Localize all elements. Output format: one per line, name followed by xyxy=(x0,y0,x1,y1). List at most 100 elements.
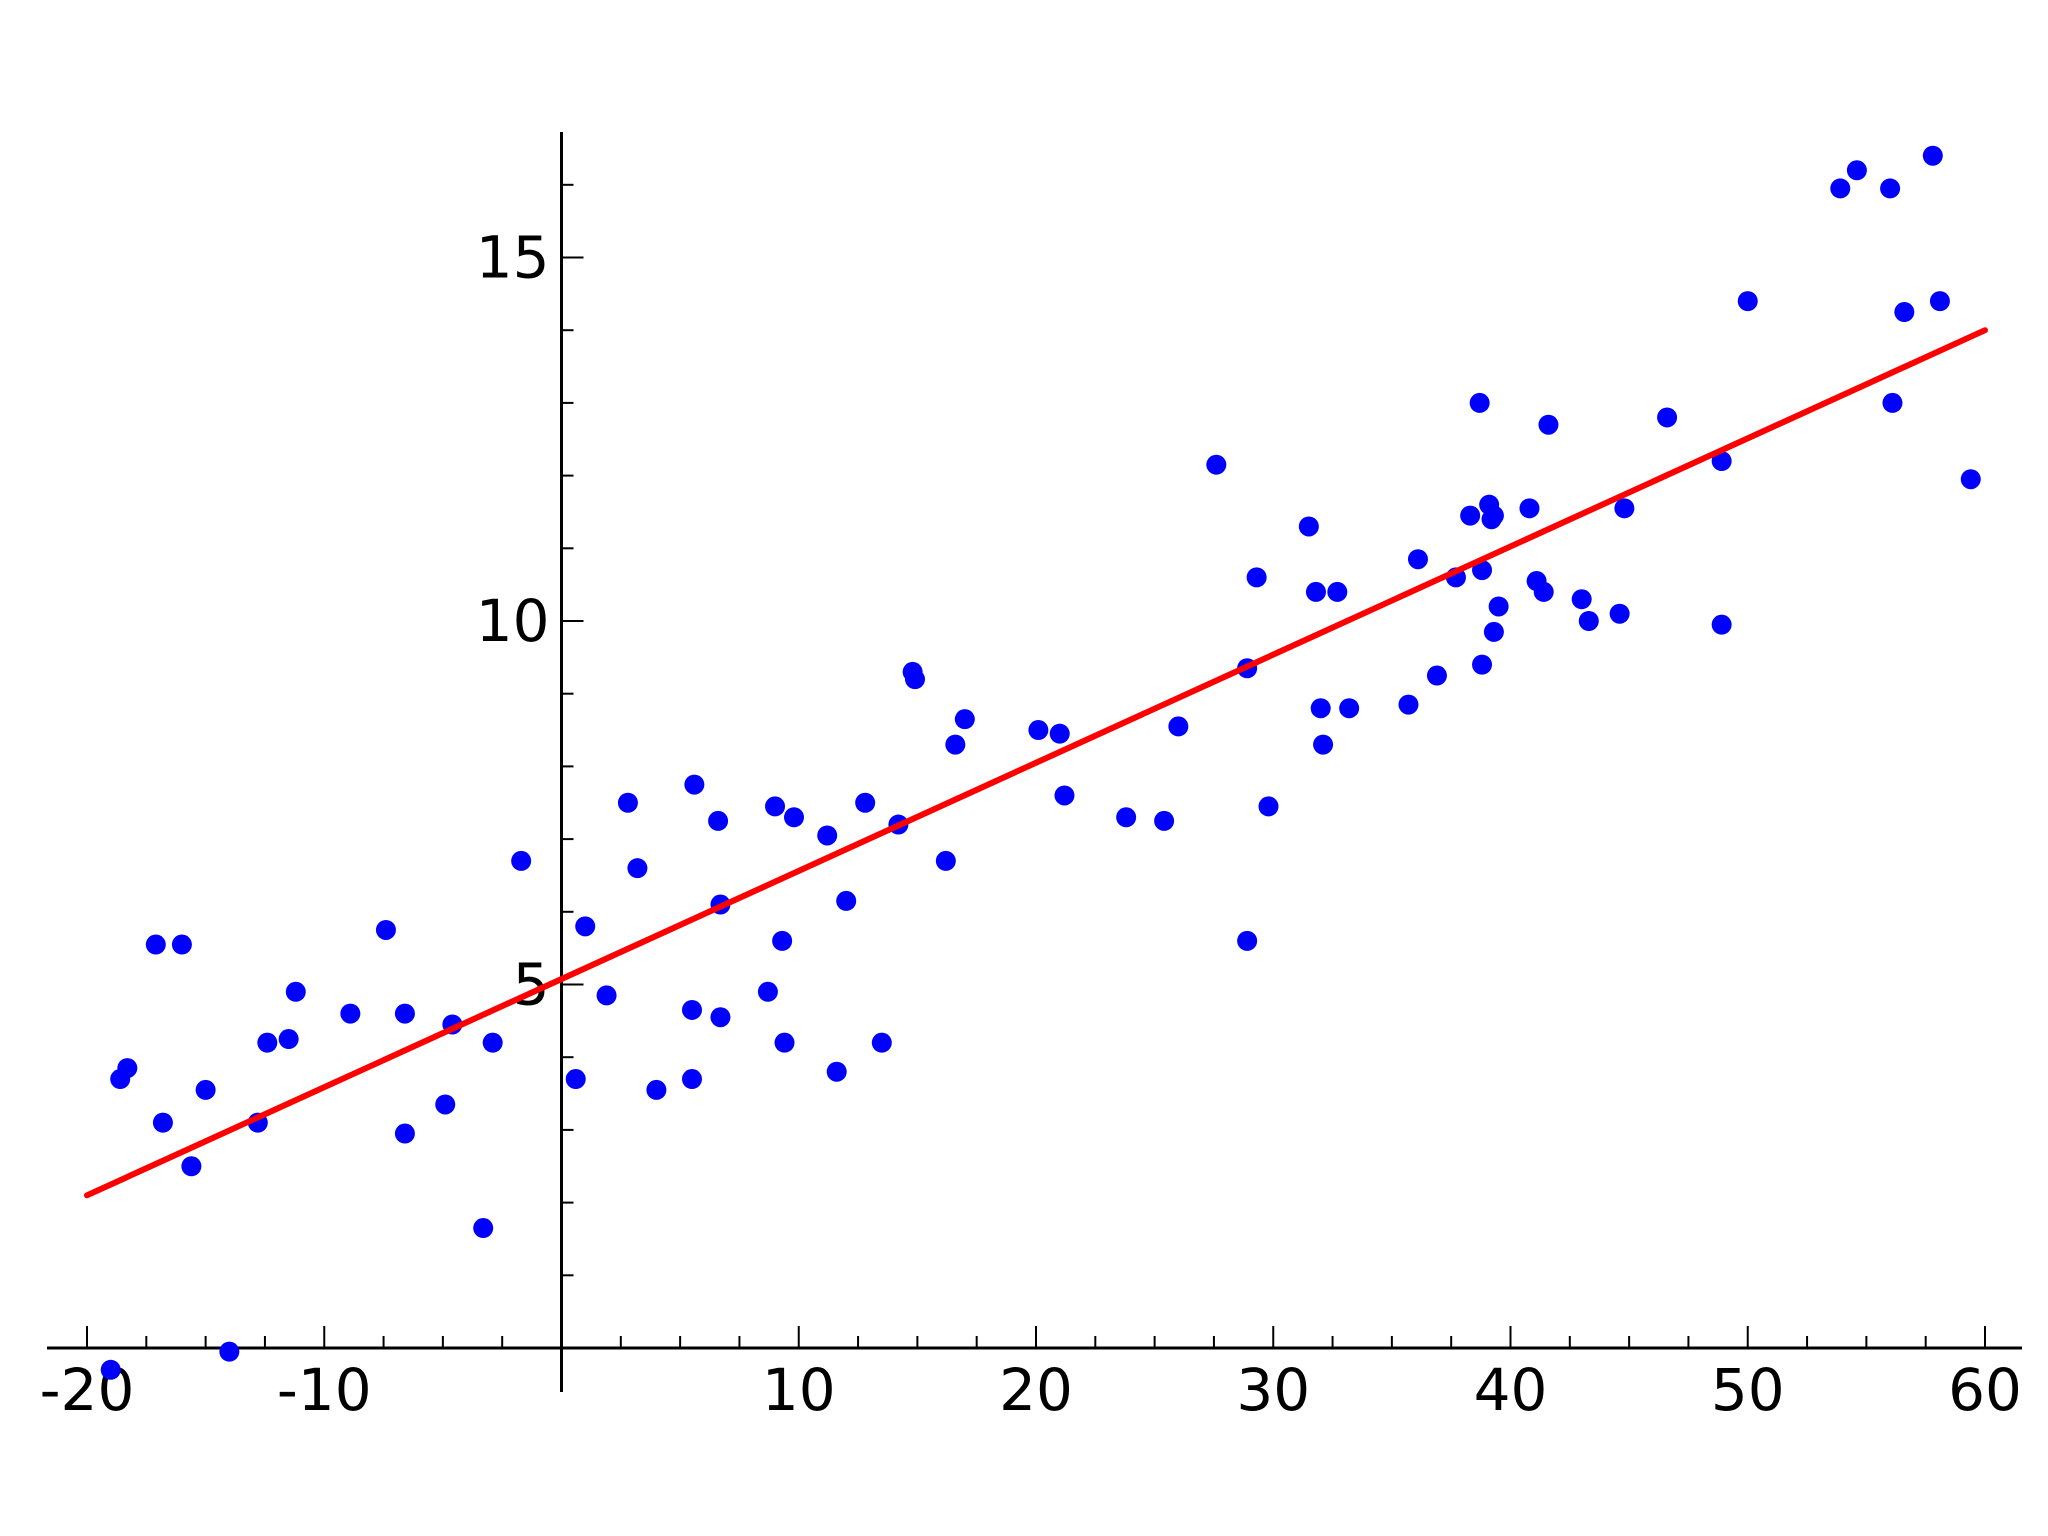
data-point xyxy=(1258,796,1279,817)
data-point xyxy=(1483,621,1504,642)
x-tick-label: 60 xyxy=(1948,1356,2022,1424)
data-point xyxy=(1054,785,1075,806)
data-point xyxy=(1711,614,1732,635)
data-point xyxy=(1049,723,1070,744)
data-point xyxy=(1313,734,1334,755)
data-point xyxy=(394,1003,415,1024)
data-point xyxy=(617,792,638,813)
y-tick-label: 15 xyxy=(476,224,550,292)
data-points xyxy=(100,145,1981,1380)
data-point xyxy=(473,1218,494,1239)
x-tick-label: 50 xyxy=(1711,1356,1785,1424)
data-point xyxy=(1488,596,1509,617)
data-point xyxy=(1472,654,1493,675)
data-point xyxy=(152,1112,173,1133)
data-point xyxy=(681,999,702,1020)
data-point xyxy=(1922,145,1943,166)
data-point xyxy=(1609,603,1630,624)
y-tick-label: 10 xyxy=(476,587,550,655)
data-point xyxy=(195,1079,216,1100)
data-point xyxy=(1533,581,1554,602)
data-point xyxy=(1929,291,1950,312)
data-point xyxy=(836,890,857,911)
data-point xyxy=(181,1156,202,1177)
data-point xyxy=(772,930,793,951)
data-point xyxy=(596,985,617,1006)
data-point xyxy=(1305,581,1326,602)
data-point xyxy=(1426,665,1447,686)
data-point xyxy=(1737,291,1758,312)
x-tick-label: 20 xyxy=(999,1356,1073,1424)
data-point xyxy=(1339,698,1360,719)
data-point xyxy=(774,1032,795,1053)
data-point xyxy=(855,792,876,813)
data-point xyxy=(1407,549,1428,570)
data-point xyxy=(1578,611,1599,631)
data-point xyxy=(1246,567,1267,588)
data-point xyxy=(100,1359,121,1380)
data-point xyxy=(145,934,166,955)
x-tick-label: 30 xyxy=(1236,1356,1310,1424)
tick-marks xyxy=(86,183,1986,1348)
data-point xyxy=(1882,392,1903,413)
data-point xyxy=(757,981,778,1002)
x-tick-label: 40 xyxy=(1474,1356,1548,1424)
data-point xyxy=(1168,716,1189,737)
data-point xyxy=(285,981,306,1002)
data-point xyxy=(1398,694,1419,715)
data-point xyxy=(1846,160,1867,181)
x-tick-label: -10 xyxy=(277,1356,372,1424)
data-point xyxy=(1894,302,1915,323)
regression-line-group xyxy=(84,327,1988,1199)
data-point xyxy=(1657,407,1678,428)
regression-line xyxy=(84,327,1988,1199)
data-point xyxy=(954,709,975,730)
data-point xyxy=(257,1032,278,1053)
data-point xyxy=(565,1069,586,1090)
data-point xyxy=(1028,720,1049,741)
data-point xyxy=(1711,451,1732,472)
data-point xyxy=(1206,454,1227,475)
data-point xyxy=(935,850,956,871)
data-point xyxy=(646,1079,667,1100)
data-point xyxy=(1327,581,1348,602)
data-point xyxy=(1237,930,1258,951)
data-point xyxy=(117,1058,138,1079)
data-point xyxy=(1116,807,1137,828)
data-point xyxy=(817,825,838,846)
data-point xyxy=(1310,698,1331,719)
data-point xyxy=(511,850,532,871)
data-point xyxy=(1614,498,1635,519)
data-point xyxy=(1960,469,1981,490)
data-point xyxy=(710,1007,731,1028)
data-point xyxy=(1830,178,1851,199)
data-point xyxy=(784,807,805,828)
data-point xyxy=(1460,505,1481,526)
data-point xyxy=(394,1123,415,1144)
data-point xyxy=(905,669,926,690)
data-point xyxy=(627,858,648,879)
data-point xyxy=(684,774,705,795)
data-point xyxy=(1483,505,1504,526)
data-point xyxy=(945,734,966,755)
data-point xyxy=(1298,516,1319,537)
data-point xyxy=(1154,810,1175,831)
data-point xyxy=(1571,589,1592,610)
data-point xyxy=(765,796,786,817)
axes xyxy=(47,132,2022,1392)
data-point xyxy=(375,919,396,940)
data-point xyxy=(482,1032,503,1053)
data-point xyxy=(1472,560,1493,581)
data-point xyxy=(708,810,729,831)
data-point xyxy=(681,1069,702,1090)
data-point xyxy=(278,1029,299,1050)
data-point xyxy=(171,934,192,955)
data-point xyxy=(575,916,596,937)
data-point xyxy=(826,1061,847,1082)
data-point xyxy=(1519,498,1540,519)
x-tick-label: -20 xyxy=(40,1356,135,1424)
data-point xyxy=(340,1003,361,1024)
x-tick-label: 10 xyxy=(762,1356,836,1424)
